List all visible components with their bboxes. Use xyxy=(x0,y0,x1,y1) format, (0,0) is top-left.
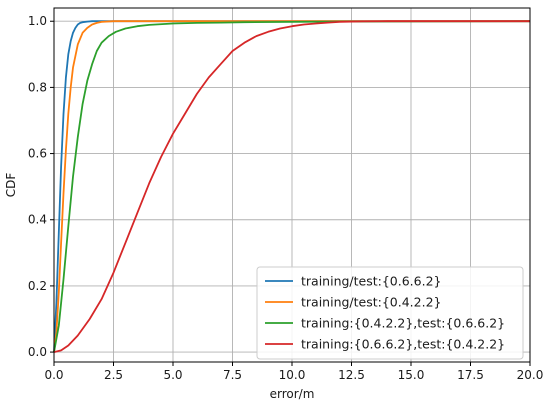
x-tick-label: 12.5 xyxy=(338,368,365,382)
y-tick-label: 0.6 xyxy=(28,147,47,161)
series-lines xyxy=(53,20,531,353)
x-tick-label: 2.5 xyxy=(104,368,123,382)
legend-entry-label: training/test:{0.6.6.2} xyxy=(301,274,442,289)
x-tick-label: 10.0 xyxy=(279,368,306,382)
y-tick-label: 0.8 xyxy=(28,80,47,94)
x-tick-label: 0.0 xyxy=(44,368,63,382)
y-tick-label: 0.2 xyxy=(28,279,47,293)
x-tick-label: 7.5 xyxy=(223,368,242,382)
x-tick-label: 17.5 xyxy=(457,368,484,382)
x-tick-label: 5.0 xyxy=(163,368,182,382)
series-line-4 xyxy=(53,20,530,353)
y-tick-label: 0.0 xyxy=(28,345,47,359)
x-axis-label: error/m xyxy=(270,387,315,401)
y-axis-label: CDF xyxy=(4,173,18,198)
x-axis-ticks: 0.0 2.5 5.0 7.5 10.0 12.5 15.0 17.5 20.0 xyxy=(44,362,543,382)
y-tick-label: 1.0 xyxy=(28,14,47,28)
x-tick-label: 20.0 xyxy=(517,368,544,382)
legend: training/test:{0.6.6.2} training/test:{0.… xyxy=(256,266,524,360)
y-tick-label: 0.4 xyxy=(28,213,47,227)
y-axis-ticks: 0.0 0.2 0.4 0.6 0.8 1.0 xyxy=(28,14,54,359)
legend-entry-label: training/test:{0.4.2.2} xyxy=(301,295,442,310)
series-line-1 xyxy=(53,20,530,353)
series-line-3 xyxy=(53,20,531,353)
grid-lines xyxy=(53,8,531,362)
legend-box xyxy=(256,266,524,360)
x-tick-label: 15.0 xyxy=(398,368,425,382)
legend-entry-label: training:{0.6.6.2},test:{0.4.2.2} xyxy=(301,337,505,352)
legend-entry-label: training:{0.4.2.2},test:{0.6.6.2} xyxy=(301,316,505,331)
series-line-2 xyxy=(53,20,530,353)
